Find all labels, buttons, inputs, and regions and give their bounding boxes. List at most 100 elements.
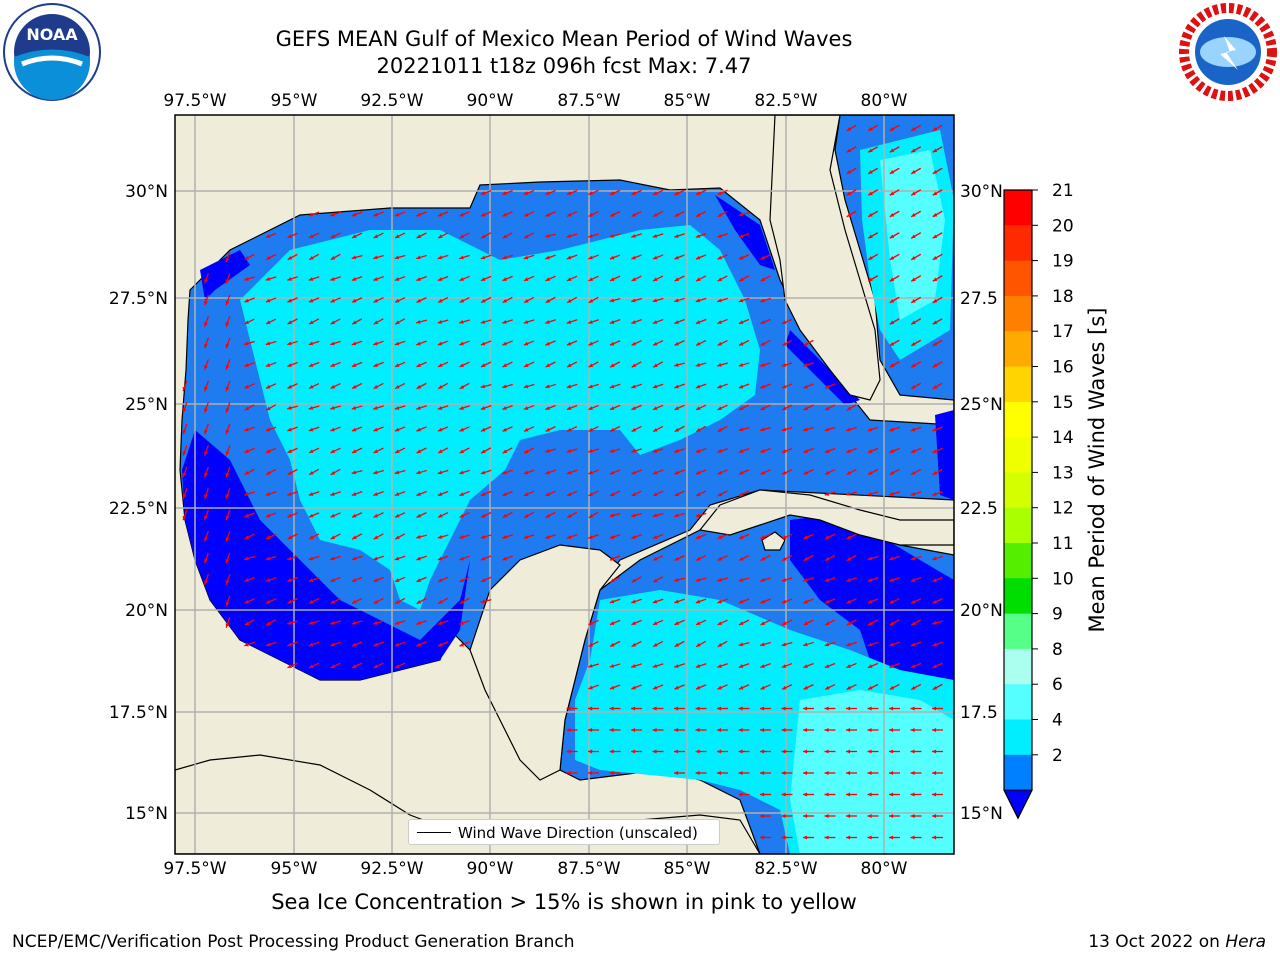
wave-arrow-head <box>631 492 637 496</box>
footer-date-text: 13 Oct 2022 on <box>1088 932 1226 952</box>
wave-arrow-head <box>781 706 786 711</box>
wave-arrow-head <box>674 749 679 754</box>
wave-arrow-head <box>932 363 938 368</box>
wave-arrow-head <box>308 578 314 582</box>
wave-arrow-head <box>394 212 400 217</box>
wave-arrow-head <box>652 384 658 389</box>
wave-arrow-head <box>373 363 378 367</box>
wave-arrow-head <box>674 298 679 303</box>
wave-arrow-head <box>266 599 271 604</box>
wave-arrow-head <box>674 255 679 260</box>
wave-arrow-head <box>674 706 679 711</box>
wave-arrow-head <box>225 322 230 327</box>
wave-arrow-head <box>653 578 658 583</box>
wave-arrow-head <box>287 470 293 475</box>
wave-arrow-head <box>631 212 637 217</box>
wave-arrow-head <box>846 835 851 840</box>
wave-arrow-head <box>373 578 378 582</box>
wave-arrow-head <box>889 685 895 690</box>
wave-arrow-head <box>416 298 422 303</box>
wave-arrow-head <box>330 298 335 303</box>
wave-arrow-head <box>394 578 400 582</box>
lon-label: 92.5°W <box>360 91 423 111</box>
wave-arrow-head <box>609 320 615 324</box>
wave-arrow-head <box>395 599 400 604</box>
wave-arrow-head <box>760 771 765 775</box>
wave-arrow-head <box>588 621 593 625</box>
wave-arrow-head <box>609 599 615 604</box>
wave-arrow-head <box>867 792 872 797</box>
wave-arrow-head <box>738 470 744 475</box>
wave-arrow-head <box>803 706 808 711</box>
wave-arrow-head <box>438 234 443 239</box>
wave-arrow-head <box>760 749 765 754</box>
lon-label: 85°W <box>664 859 711 879</box>
wave-arrow-head <box>717 664 722 668</box>
wave-arrow-head <box>545 427 551 432</box>
wave-arrow-head <box>696 492 701 497</box>
wave-arrow-head <box>653 492 658 496</box>
wave-arrow-head <box>523 406 529 410</box>
wave-arrow-head <box>803 578 808 582</box>
wave-arrow-head <box>523 535 529 539</box>
wave-arrow-head <box>351 642 357 647</box>
wave-arrow-head <box>394 341 400 346</box>
lon-label: 82.5°W <box>754 859 817 879</box>
colorbar-tick-label: 10 <box>1052 569 1074 589</box>
wave-arrow-head <box>394 406 400 410</box>
wave-arrow-head <box>373 320 379 325</box>
wave-arrow-head <box>373 277 378 281</box>
wave-arrow-head <box>502 234 508 239</box>
wave-arrow-head <box>265 556 271 561</box>
wave-arrow-head <box>717 599 722 604</box>
wave-arrow-head <box>225 257 230 263</box>
wave-arrow-head <box>204 580 208 585</box>
wave-arrow-head <box>287 384 293 389</box>
wave-arrow-head <box>610 363 615 368</box>
wind-wave-direction-arrows <box>182 124 943 840</box>
wave-arrow-head <box>266 384 271 389</box>
wave-arrow-head <box>717 470 722 475</box>
wave-arrow-head <box>932 127 938 131</box>
wave-arrow-head <box>674 513 679 518</box>
wave-arrow-head <box>652 621 658 625</box>
wave-arrow-head <box>696 212 701 217</box>
wave-arrow-head <box>566 492 572 496</box>
wave-arrow-head <box>609 664 615 668</box>
lat-label: 17.5°N <box>109 703 168 723</box>
wave-arrow-head <box>760 728 765 732</box>
lon-label: 95°W <box>271 91 318 111</box>
wave-arrow-head <box>308 621 314 625</box>
wave-arrow-head <box>932 191 938 196</box>
wave-arrow-head <box>394 427 400 432</box>
wave-arrow-head <box>351 341 357 346</box>
wave-arrow-head <box>717 428 723 432</box>
wave-arrow-head <box>867 427 873 432</box>
wave-arrow-head <box>524 427 529 432</box>
wave-arrow-head <box>266 406 271 411</box>
wave-arrow-head <box>738 749 743 754</box>
wave-arrow-head <box>782 621 787 625</box>
wave-arrow-head <box>674 362 679 367</box>
wave-arrow-head <box>609 341 615 346</box>
wave-arrow-head <box>437 363 443 367</box>
wave-arrow-head <box>889 814 894 818</box>
wave-arrow-head <box>287 234 292 238</box>
wave-arrow-head <box>782 406 787 410</box>
wave-arrow-head <box>351 513 357 518</box>
wave-arrow-head <box>803 685 809 690</box>
wave-arrow-head <box>204 279 208 284</box>
wave-arrow-head <box>416 384 422 389</box>
wave-arrow-head <box>738 320 744 324</box>
wave-arrow-head <box>330 642 335 647</box>
colorbar-tick-label: 17 <box>1052 322 1074 342</box>
wave-arrow-head <box>781 599 787 604</box>
colorbar-bin <box>1004 260 1032 297</box>
wave-arrow-head <box>394 277 400 281</box>
wave-arrow-head <box>867 599 873 604</box>
wave-arrow-head <box>438 513 443 518</box>
wave-arrow-head <box>911 685 916 690</box>
wave-arrow-head <box>182 429 187 435</box>
wave-arrow-head <box>803 449 808 453</box>
wave-arrow-head <box>523 470 529 475</box>
